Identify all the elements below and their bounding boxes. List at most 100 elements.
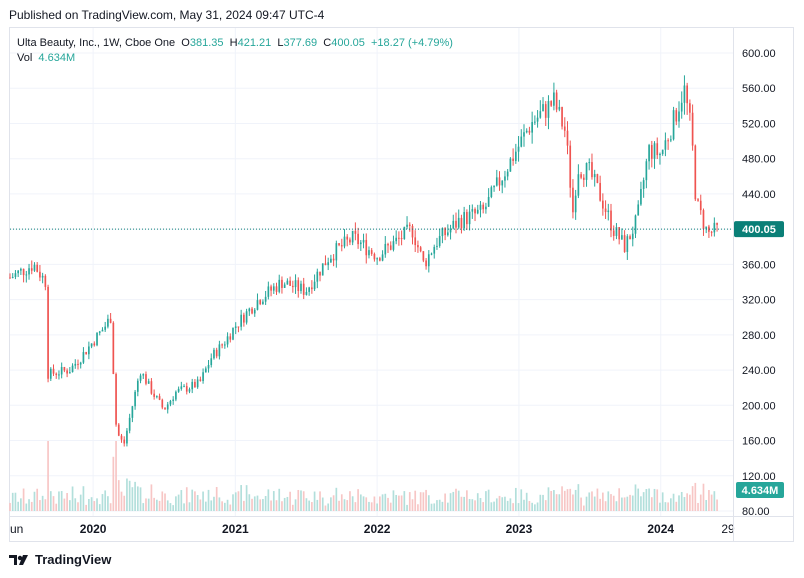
y-tick-label: 120.00	[742, 471, 776, 483]
volume-bar	[253, 496, 256, 511]
volume-bar	[452, 491, 455, 511]
candle-body	[183, 386, 185, 388]
candle-body	[694, 145, 697, 200]
volume-bar	[460, 496, 463, 511]
candle-body	[373, 253, 376, 260]
candle-body	[631, 233, 634, 240]
candle-body	[115, 373, 117, 425]
candle-body	[17, 270, 20, 274]
candle-body	[430, 253, 433, 255]
candle-body	[267, 286, 270, 297]
candle-body	[455, 220, 457, 228]
candle-body	[669, 139, 672, 141]
volume-bar	[531, 502, 533, 511]
candle-body	[199, 379, 202, 382]
volume-bar	[648, 488, 650, 511]
volume-bar	[294, 499, 297, 511]
candle-body	[126, 430, 128, 444]
x-tick-label: 29	[721, 522, 735, 536]
candle-body	[66, 370, 68, 374]
volume-bar	[501, 497, 504, 511]
volume-bar	[455, 488, 457, 511]
volume-bar	[354, 502, 357, 511]
candle-body	[452, 220, 455, 229]
candle-body	[264, 296, 267, 302]
volume-bar	[243, 500, 245, 511]
legend-vol-label: Vol	[17, 52, 33, 64]
volume-bar	[604, 501, 607, 511]
volume-bar	[210, 500, 213, 511]
published-header: Published on TradingView.com, May 31, 20…	[9, 8, 325, 22]
candle-body	[88, 346, 90, 355]
x-tick-label: 2023	[506, 522, 533, 536]
legend-vol: 4.634M	[38, 52, 76, 64]
candle-body	[93, 343, 96, 346]
candle-body	[365, 239, 368, 256]
legend-high-label: H	[229, 37, 238, 49]
candle-body	[408, 224, 411, 226]
volume-bar	[680, 491, 683, 511]
candle-body	[710, 231, 713, 233]
volume-bar	[142, 503, 145, 511]
volume-bar	[98, 504, 101, 511]
volume-bar	[169, 503, 172, 511]
candle-body	[139, 375, 142, 381]
volume-bar	[145, 498, 147, 511]
volume-bar	[433, 503, 436, 511]
volume-bar	[675, 501, 678, 511]
legend-change: +18.27 (+4.79%)	[371, 37, 453, 49]
candle-body	[77, 363, 79, 365]
candle-body	[634, 215, 637, 234]
volume-bar	[370, 502, 373, 511]
candle-body	[175, 391, 177, 400]
volume-bar	[621, 497, 623, 511]
volume-bar	[319, 491, 321, 511]
volume-bar	[376, 503, 378, 511]
volume-bar	[289, 491, 291, 511]
volume-bar	[44, 499, 47, 511]
volume-bar	[408, 492, 411, 511]
volume-bar	[493, 501, 495, 511]
y-tick-label: 160.00	[742, 436, 776, 448]
volume-bar	[158, 500, 161, 511]
volume-bar	[596, 488, 599, 511]
candle-body	[60, 367, 63, 375]
volume-bar	[41, 495, 44, 511]
volume-bar	[297, 489, 300, 511]
volume-bar	[22, 488, 25, 511]
volume-bar	[223, 502, 226, 511]
volume-bar	[588, 492, 591, 511]
candle-body	[604, 208, 607, 213]
candle-body	[580, 174, 582, 178]
volume-bar	[49, 491, 52, 511]
candle-body	[487, 196, 490, 207]
volume-bar	[68, 500, 71, 511]
candle-body	[22, 268, 25, 276]
candle-body	[123, 439, 126, 444]
volume-bar	[697, 502, 699, 511]
volume-bar	[218, 497, 221, 511]
volume-bar	[343, 499, 346, 511]
candle-body	[28, 268, 30, 275]
volume-bar	[555, 494, 558, 511]
last-price-badge	[734, 221, 784, 238]
volume-bar	[270, 500, 272, 511]
candle-body	[104, 326, 107, 330]
candle-body	[215, 349, 218, 357]
volume-bar	[71, 486, 74, 511]
tradingview-logo[interactable]: TradingView	[9, 552, 111, 567]
candle-body	[387, 243, 389, 246]
volume-bar	[96, 498, 98, 511]
volume-bar	[185, 487, 188, 511]
volume-bar	[476, 493, 479, 511]
candle-body	[289, 280, 291, 286]
volume-bar	[569, 488, 572, 511]
volume-bar	[36, 488, 39, 511]
chart-frame[interactable]	[9, 27, 794, 542]
candle-body	[68, 372, 71, 374]
volume-bar	[664, 502, 667, 511]
candle-body	[561, 106, 563, 127]
volume-bar	[330, 497, 332, 511]
candle-body	[607, 210, 610, 213]
